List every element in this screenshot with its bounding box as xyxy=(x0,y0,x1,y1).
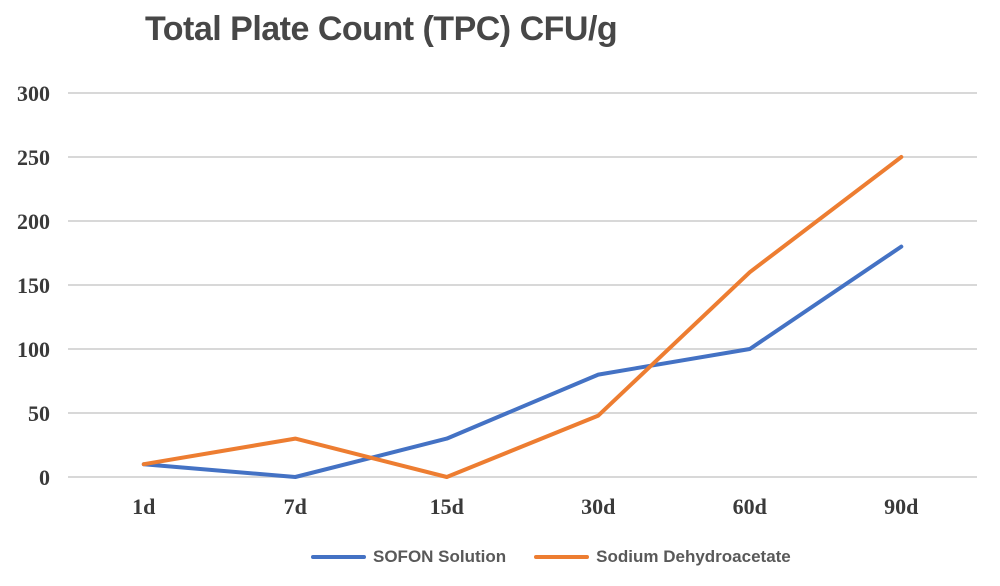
x-tick-label-30d: 30d xyxy=(581,494,615,519)
x-tick-label-7d: 7d xyxy=(284,494,307,519)
y-tick-label-300: 300 xyxy=(17,81,50,106)
x-tick-label-60d: 60d xyxy=(733,494,767,519)
legend-label-sofon-solution: SOFON Solution xyxy=(373,547,507,566)
legend-line-swatch-orange xyxy=(534,554,590,560)
legend-item-sofon-solution: SOFON Solution xyxy=(311,547,506,567)
chart-title: Total Plate Count (TPC) CFU/g xyxy=(145,10,618,48)
y-tick-label-200: 200 xyxy=(17,209,50,234)
legend-line-swatch-blue xyxy=(311,554,366,560)
y-tick-label-250: 250 xyxy=(17,145,50,170)
x-tick-label-90d: 90d xyxy=(884,494,918,519)
legend-label-sodium-dehydroacetate: Sodium Dehydroacetate xyxy=(596,547,791,566)
y-tick-label-50: 50 xyxy=(28,401,50,426)
chart-legend: SOFON Solution Sodium Dehydroacetate xyxy=(311,547,791,567)
x-tick-label-15d: 15d xyxy=(430,494,464,519)
legend-item-sodium-dehydroacetate: Sodium Dehydroacetate xyxy=(534,547,791,567)
series-line-sodium-dehydroacetate xyxy=(141,155,904,479)
x-tick-label-1d: 1d xyxy=(132,494,155,519)
series-line-sofon-solution xyxy=(141,244,904,479)
y-tick-label-150: 150 xyxy=(17,273,50,298)
y-tick-label-100: 100 xyxy=(17,337,50,362)
y-tick-label-0: 0 xyxy=(39,465,50,490)
